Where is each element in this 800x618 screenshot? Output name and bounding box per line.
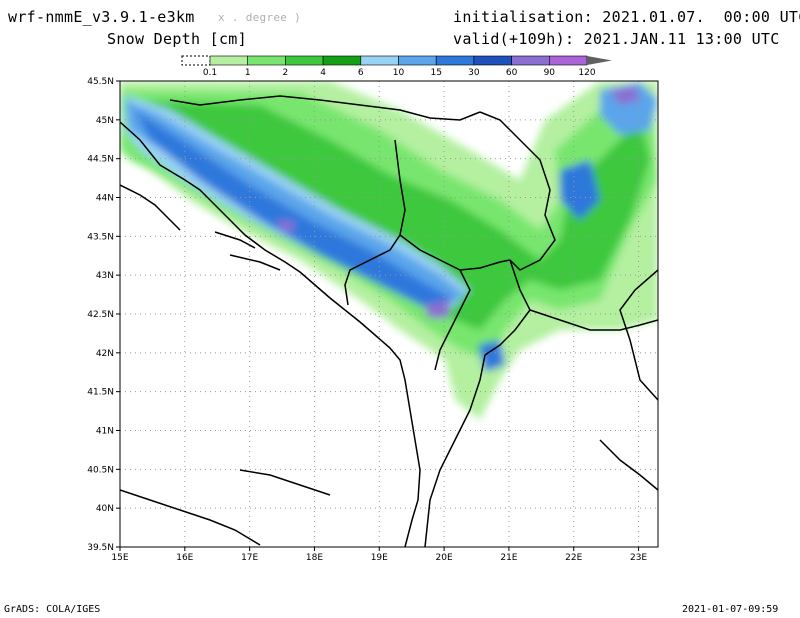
lat-label: 41.5N <box>87 388 114 398</box>
lon-label: 18E <box>306 553 323 563</box>
lat-label: 43.5N <box>87 232 114 242</box>
lat-label: 41N <box>96 427 114 437</box>
lat-label: 45.5N <box>87 77 114 87</box>
snow-mid-blue <box>135 110 455 310</box>
lon-label: 17E <box>241 553 258 563</box>
model-title: wrf-nmmE_v3.9.1-e3km <box>8 8 195 26</box>
legend-label: 2 <box>283 68 289 78</box>
legend-label: 0.1 <box>203 68 217 78</box>
init-time: initialisation: 2021.01.07. 00:00 UTC <box>453 8 800 26</box>
lon-label: 22E <box>565 553 582 563</box>
lat-label: 42.5N <box>87 310 114 320</box>
lat-label: 40.5N <box>87 465 114 475</box>
model-subtitle: x . degree ) <box>218 11 302 24</box>
valid-time: valid(+109h): 2021.JAN.11 13:00 UTC <box>453 30 780 48</box>
snow-blue <box>125 100 465 305</box>
lon-label: 21E <box>500 553 517 563</box>
coastline <box>120 121 421 547</box>
legend-label: 30 <box>468 68 480 78</box>
axis-ticks: 15E 16E 17E 18E 19E 20E 21E 22E 23E 45.5N 45N 44.5N… <box>87 77 647 563</box>
legend-over-cap <box>587 56 612 65</box>
legend-label: 1 <box>245 68 251 78</box>
lat-label: 42N <box>96 349 114 359</box>
snow-purple <box>610 86 640 105</box>
country-borders <box>169 95 658 547</box>
lat-label: 45N <box>96 116 114 126</box>
lon-label: 23E <box>630 553 647 563</box>
legend-label: 10 <box>393 68 405 78</box>
snow-dark-green <box>125 100 650 330</box>
lon-label: 15E <box>111 553 128 563</box>
lat-label: 39.5N <box>87 543 114 553</box>
snow-purple-2 <box>278 220 295 232</box>
legend-label: 6 <box>358 68 364 78</box>
legend-label: 120 <box>578 68 595 78</box>
lat-label: 44N <box>96 194 114 204</box>
legend-label: 15 <box>430 68 441 78</box>
snow-blue-se <box>478 340 505 372</box>
lat-label: 43N <box>96 271 114 281</box>
grads-credit: GrADS: COLA/IGES <box>4 604 101 615</box>
color-legend: 0.1 1 2 4 6 10 15 30 60 90 120 <box>181 55 612 78</box>
lon-label: 20E <box>436 553 453 563</box>
snow-blue-e <box>560 160 600 220</box>
lat-label: 44.5N <box>87 155 114 165</box>
lon-label: 16E <box>176 553 193 563</box>
legend-label: 90 <box>544 68 556 78</box>
legend-label: 4 <box>320 68 326 78</box>
legend-label: 60 <box>506 68 518 78</box>
snow-depth-map: 15E 16E 17E 18E 19E 20E 21E 22E 23E 45.5N 45N 44.5N… <box>87 77 659 563</box>
lon-label: 19E <box>371 553 388 563</box>
field-title: Snow Depth [cm] <box>107 30 247 48</box>
lat-label: 40N <box>96 504 114 514</box>
snow-purple-3 <box>425 300 450 318</box>
render-timestamp: 2021-01-07-09:59 <box>682 604 779 615</box>
